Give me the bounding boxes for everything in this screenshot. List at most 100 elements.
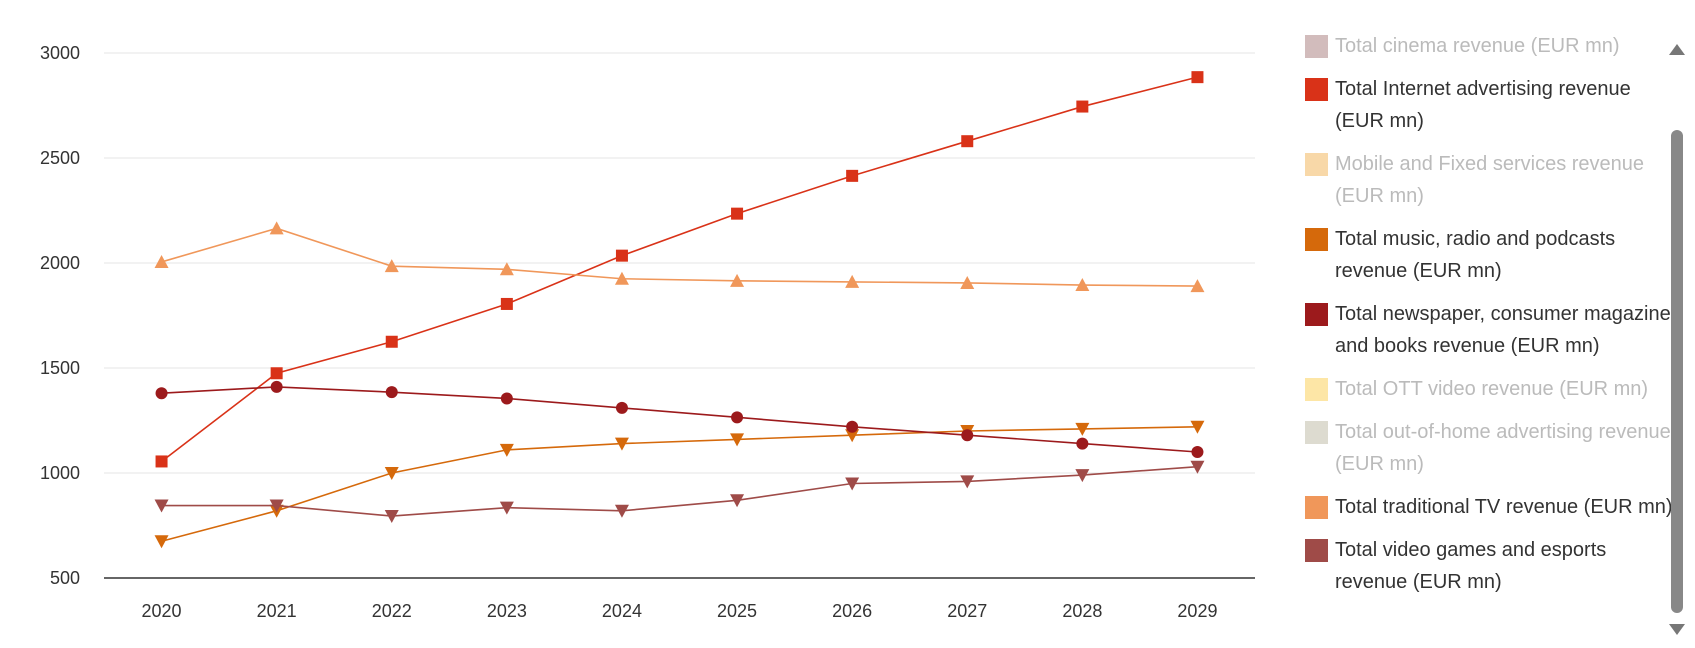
data-point[interactable] <box>269 221 284 235</box>
legend-item[interactable]: Total OTT video revenue (EUR mn) <box>1305 373 1680 405</box>
data-point[interactable] <box>385 335 398 348</box>
data-point[interactable] <box>1191 446 1204 458</box>
series-7 <box>154 221 1205 293</box>
data-point[interactable] <box>384 259 399 273</box>
data-point[interactable] <box>961 429 974 442</box>
data-point[interactable] <box>499 443 514 457</box>
data-point[interactable] <box>1076 100 1089 113</box>
x-tick-label: 2029 <box>1177 601 1217 621</box>
data-point[interactable] <box>960 475 975 489</box>
legend-label: Total OTT video revenue (EUR mn) <box>1335 378 1649 400</box>
data-point[interactable] <box>385 386 398 399</box>
data-point[interactable] <box>731 411 744 424</box>
data-point[interactable] <box>1190 279 1205 293</box>
legend-label: Total cinema revenue (EUR mn) <box>1335 35 1620 57</box>
data-point[interactable] <box>154 254 169 268</box>
data-point[interactable] <box>614 271 629 285</box>
data-point[interactable] <box>846 420 859 433</box>
data-point[interactable] <box>1076 437 1089 450</box>
legend-item[interactable]: Total video games and esports revenue (E… <box>1305 534 1680 598</box>
legend-swatch <box>1305 303 1328 326</box>
series-line <box>161 386 1198 453</box>
data-point[interactable] <box>499 501 514 515</box>
data-point[interactable] <box>845 429 860 443</box>
legend-label: Mobile and Fixed services revenue (EUR m… <box>1335 153 1645 207</box>
series-3 <box>154 420 1205 549</box>
x-axis-ticks: 2020 2021 2022 2023 2024 2025 2026 2027 2028 2029 <box>142 601 1218 621</box>
legend-swatch <box>1305 539 1328 562</box>
series-line <box>161 465 1198 517</box>
x-tick-label: 2024 <box>602 601 642 621</box>
y-axis-ticks: 500 1000 1500 2000 2500 3000 <box>40 43 80 588</box>
data-point[interactable] <box>1075 422 1090 436</box>
legend-swatch <box>1305 78 1328 101</box>
data-point[interactable] <box>845 477 860 491</box>
data-point[interactable] <box>1191 71 1204 84</box>
y-tick-label: 1500 <box>40 358 80 378</box>
series-line <box>161 426 1198 543</box>
data-point[interactable] <box>731 207 744 220</box>
data-point[interactable] <box>614 504 629 518</box>
data-point[interactable] <box>730 433 745 447</box>
data-point[interactable] <box>270 367 283 380</box>
data-point[interactable] <box>615 401 628 414</box>
legend-item[interactable]: Total newspaper, consumer magazine and b… <box>1305 298 1680 362</box>
data-point[interactable] <box>615 249 628 262</box>
legend-swatch <box>1305 496 1328 519</box>
line-chart: 500 1000 1500 2000 2500 3000 2020 2021 2022 2023… <box>40 43 1255 621</box>
legend-label: Total music, radio and podcasts revenue … <box>1335 228 1616 282</box>
data-point[interactable] <box>500 297 513 310</box>
y-tick-label: 3000 <box>40 43 80 63</box>
legend-label: Total newspaper, consumer magazine and b… <box>1335 303 1671 357</box>
x-tick-label: 2025 <box>717 601 757 621</box>
x-tick-label: 2021 <box>257 601 297 621</box>
data-point[interactable] <box>155 455 168 468</box>
legend: Total cinema revenue (EUR mn) Total Inter… <box>1305 30 1680 645</box>
y-tick-label: 2000 <box>40 253 80 273</box>
gridlines <box>104 52 1255 579</box>
legend-swatch <box>1305 421 1328 444</box>
x-tick-label: 2020 <box>142 601 182 621</box>
legend-swatch <box>1305 228 1328 251</box>
data-point[interactable] <box>1190 460 1205 474</box>
data-point[interactable] <box>730 494 745 508</box>
legend-item[interactable]: Mobile and Fixed services revenue (EUR m… <box>1305 148 1680 212</box>
data-point[interactable] <box>154 535 169 549</box>
data-point[interactable] <box>961 135 974 148</box>
data-point[interactable] <box>384 467 399 480</box>
legend-swatch <box>1305 378 1328 401</box>
legend-label: Total traditional TV revenue (EUR mn) <box>1335 496 1673 518</box>
legend-item[interactable]: Total traditional TV revenue (EUR mn) <box>1305 491 1680 523</box>
legend-swatch <box>1305 35 1328 58</box>
data-point[interactable] <box>500 392 513 405</box>
data-point[interactable] <box>614 437 629 451</box>
data-point[interactable] <box>270 380 283 393</box>
legend-scroll-down-arrow[interactable] <box>1669 624 1685 635</box>
legend-scrollbar[interactable] <box>1671 130 1683 613</box>
legend-item[interactable]: Total music, radio and podcasts revenue … <box>1305 223 1680 287</box>
data-point[interactable] <box>384 510 399 524</box>
y-tick-label: 2500 <box>40 148 80 168</box>
legend-item[interactable]: Total cinema revenue (EUR mn) <box>1305 30 1680 62</box>
data-point[interactable] <box>845 274 860 288</box>
data-point[interactable] <box>1075 469 1090 483</box>
data-point[interactable] <box>155 387 168 400</box>
legend-swatch <box>1305 153 1328 176</box>
legend-scroll-up-arrow[interactable] <box>1669 44 1685 55</box>
y-tick-label: 1000 <box>40 463 80 483</box>
data-point[interactable] <box>269 499 284 513</box>
x-tick-label: 2026 <box>832 601 872 621</box>
x-tick-label: 2023 <box>487 601 527 621</box>
series-8 <box>154 460 1205 524</box>
legend-item[interactable]: Total Internet advertising revenue (EUR … <box>1305 73 1680 137</box>
data-point[interactable] <box>154 499 169 513</box>
data-point[interactable] <box>846 169 859 182</box>
data-point[interactable] <box>1190 420 1205 434</box>
data-point[interactable] <box>1075 278 1090 292</box>
series-line <box>161 227 1198 287</box>
legend-item[interactable]: Total out-of-home advertising revenue (E… <box>1305 416 1680 480</box>
series-line <box>161 76 1198 463</box>
data-point[interactable] <box>730 273 745 287</box>
data-point[interactable] <box>960 275 975 289</box>
data-point[interactable] <box>499 262 514 276</box>
